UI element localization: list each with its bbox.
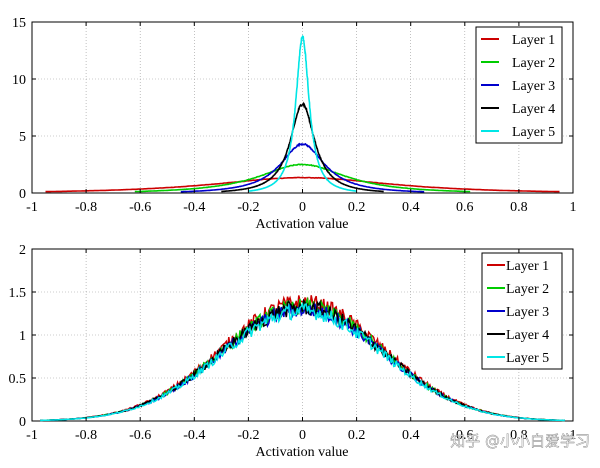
top-curves [45,34,560,193]
legend-label-4: Layer 4 [506,328,549,343]
x-tick-label: -0.4 [183,200,205,215]
x-tick-label: 0.6 [456,200,474,215]
y-tick-label: 0 [19,187,26,202]
bottom-x-ticks: -1 -0.8 -0.6 -0.4 -0.2 0 0.2 0.4 0.6 0.8 1 [26,249,577,443]
x-tick-label: 0.4 [402,428,420,443]
top-x-ticks: -1 -0.8 -0.6 -0.4 -0.2 0 0.2 0.4 0.6 0.8 1 [26,22,577,215]
y-tick-label: 5 [19,130,26,145]
top-x-axis-label: Activation value [256,217,349,232]
x-tick-label: 0 [299,428,306,443]
top-legend: Layer 1 Layer 2 Layer 3 Layer 4 Layer 5 [475,26,563,144]
x-tick-label: 0.2 [348,428,366,443]
y-tick-label: 15 [12,16,26,31]
series-line-5 [40,301,565,422]
legend-label-3: Layer 3 [512,79,555,94]
x-tick-label: -0.8 [75,200,97,215]
legend-label-2: Layer 2 [506,282,549,297]
x-tick-label: 0.8 [510,428,528,443]
series-line-1 [45,176,560,193]
y-tick-label: 1.5 [9,286,27,301]
x-tick-label: -1 [26,200,38,215]
x-tick-label: -0.2 [237,428,259,443]
x-tick-label: 0.8 [510,200,528,215]
y-tick-label: 10 [12,73,26,88]
x-tick-label: 0.2 [348,200,366,215]
watermark: 知乎 @小小白爱学习 [450,432,590,450]
series-line-4 [221,101,384,193]
x-tick-label: 1 [570,428,577,443]
y-tick-label: 2 [19,243,26,258]
x-tick-label: 1 [570,200,577,215]
y-tick-label: 1 [19,329,26,344]
bottom-legend: Layer 1 Layer 2 Layer 3 Layer 4 Layer 5 [481,252,563,370]
bottom-curves [40,295,565,422]
legend-label-1: Layer 1 [512,33,555,48]
bottom-chart: -1 -0.8 -0.6 -0.4 -0.2 0 0.2 0.4 0.6 0.8 1 0 0.5 1 1.… [9,243,577,460]
legend-label-1: Layer 1 [506,259,549,274]
series-line-2 [134,163,471,193]
x-tick-label: -0.2 [237,200,259,215]
x-tick-label: 0.4 [402,200,420,215]
legend-label-3: Layer 3 [506,305,549,320]
x-tick-label: -0.6 [129,428,151,443]
legend-label-2: Layer 2 [512,56,555,71]
x-tick-label: 0 [299,200,306,215]
bottom-y-ticks: 0 0.5 1 1.5 2 [9,243,573,430]
x-tick-label: 0.6 [456,428,474,443]
x-tick-label: -1 [26,428,38,443]
y-tick-label: 0.5 [9,372,27,387]
bottom-x-axis-label: Activation value [256,445,349,460]
x-tick-label: -0.4 [183,428,205,443]
x-tick-label: -0.8 [75,428,97,443]
legend-label-5: Layer 5 [506,351,549,366]
series-line-3 [180,142,425,193]
top-y-ticks: 0 5 10 15 [12,16,573,202]
legend-label-5: Layer 5 [512,125,555,140]
series-line-5 [248,34,357,192]
top-chart: -1 -0.8 -0.6 -0.4 -0.2 0 0.2 0.4 0.6 0.8 1 051015 … [12,16,577,232]
y-tick-label: 0 [19,415,26,430]
x-tick-label: -0.6 [129,200,151,215]
legend-label-4: Layer 4 [512,102,555,117]
